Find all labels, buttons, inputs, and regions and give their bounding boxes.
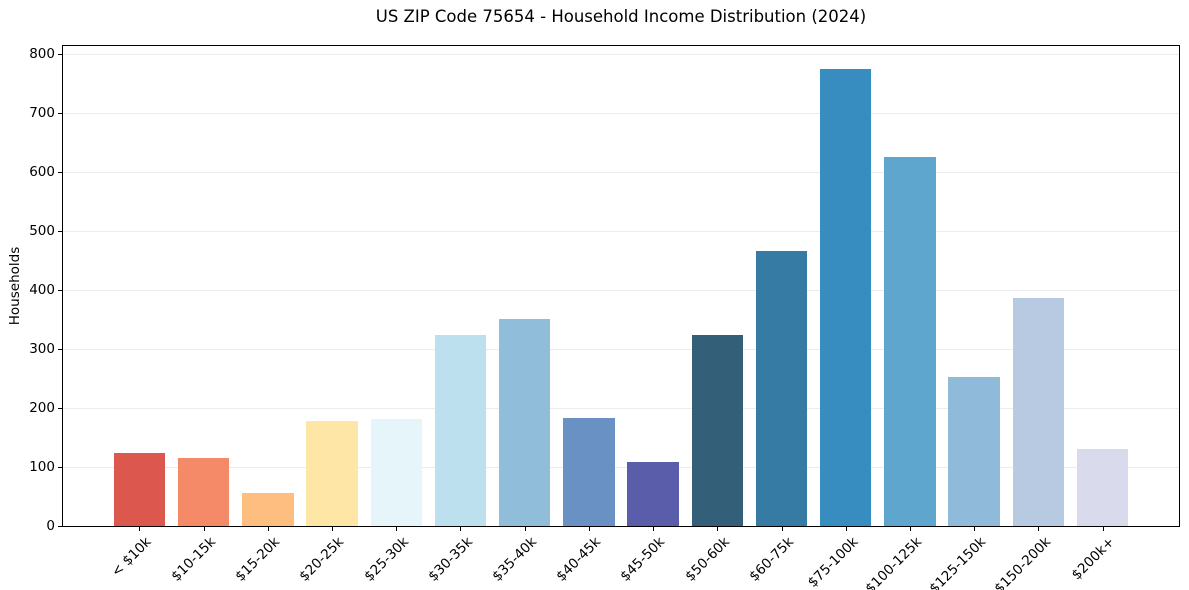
- x-axis-tick: [524, 527, 526, 531]
- y-tick-label: 300: [29, 341, 55, 358]
- y-tick-label: 200: [29, 400, 55, 417]
- bar: [691, 334, 743, 526]
- y-axis-tick: [58, 526, 62, 527]
- x-axis-tick: [653, 527, 655, 531]
- bar: [755, 250, 808, 526]
- y-axis-tick: [58, 349, 62, 351]
- y-tick-label: 100: [29, 459, 55, 476]
- x-tick-label-text: $40-45k: [553, 534, 605, 585]
- chart-title: US ZIP Code 75654 - Household Income Dis…: [375, 7, 867, 26]
- gridline: [63, 349, 1179, 351]
- y-axis-tick: [58, 54, 62, 56]
- x-tick-label-text: $200k+: [1068, 534, 1118, 584]
- bar: [1076, 449, 1129, 526]
- x-tick-label-text: $45-50k: [617, 534, 669, 585]
- y-axis-tick: [58, 408, 62, 410]
- y-tick-label: 700: [29, 105, 55, 122]
- x-tick-label-text: $15-20k: [232, 534, 284, 585]
- x-axis-tick: [909, 527, 911, 531]
- x-axis-tick: [332, 527, 334, 531]
- bar: [820, 69, 872, 526]
- gridline: [63, 231, 1179, 233]
- y-axis-tick: [58, 231, 62, 233]
- bar: [948, 376, 1000, 526]
- x-axis-tick: [781, 527, 783, 531]
- x-tick-label-text: $30-35k: [425, 534, 476, 585]
- bar: [242, 492, 294, 526]
- y-axis-tick: [58, 467, 62, 469]
- x-axis-tick: [203, 527, 205, 531]
- bar: [370, 419, 422, 526]
- x-axis-tick: [974, 527, 976, 531]
- bar: [884, 156, 936, 526]
- x-tick-label-text: $35-40k: [489, 534, 540, 585]
- x-tick-label-text: < $10k: [108, 534, 155, 581]
- x-tick-label-text: $60-75k: [746, 534, 797, 585]
- y-axis-tick: [58, 113, 62, 115]
- y-axis-tick: [58, 290, 62, 292]
- gridline: [63, 467, 1179, 469]
- x-axis-tick: [588, 527, 590, 531]
- x-axis-tick: [717, 527, 719, 531]
- bar: [1012, 298, 1065, 526]
- x-axis-tick: [1102, 527, 1104, 531]
- x-axis-tick: [267, 527, 269, 531]
- x-axis-tick: [845, 527, 847, 531]
- bar: [306, 421, 358, 526]
- y-tick-label: 600: [29, 164, 55, 181]
- x-axis-tick: [139, 527, 141, 531]
- x-axis-tick: [460, 527, 462, 531]
- bar: [563, 418, 615, 526]
- x-tick-label-text: $75-100k: [804, 534, 862, 590]
- gridline: [63, 408, 1179, 410]
- y-axis-tick: [58, 172, 62, 174]
- x-tick-label-text: $100-125k: [862, 534, 926, 590]
- y-tick-label: 0: [46, 518, 55, 534]
- x-tick-label-text: $125-150k: [926, 534, 990, 590]
- gridline: [63, 54, 1179, 56]
- x-tick-label-text: $150-200k: [990, 534, 1054, 590]
- x-axis-tick: [396, 527, 398, 531]
- bar: [498, 319, 551, 526]
- gridline: [63, 172, 1179, 174]
- bar: [627, 461, 679, 526]
- x-axis-tick: [1038, 527, 1040, 531]
- x-tick-label-text: $20-25k: [296, 534, 348, 585]
- y-tick-label: 400: [29, 282, 55, 299]
- bar: [177, 457, 230, 526]
- gridline: [63, 113, 1179, 115]
- y-tick-label: 800: [29, 46, 55, 63]
- y-tick-label: 500: [29, 223, 55, 240]
- gridline: [63, 290, 1179, 292]
- plot-area: 0 100 200 300 400 500 600 700 800 < $10k $10-15k $1…: [29, 45, 1180, 590]
- x-tick-label-text: $25-30k: [360, 534, 412, 585]
- x-tick-label-text: $50-60k: [681, 534, 733, 585]
- x-tick-label-text: $10-15k: [168, 534, 219, 585]
- bar: [434, 334, 487, 526]
- bar: [113, 452, 166, 526]
